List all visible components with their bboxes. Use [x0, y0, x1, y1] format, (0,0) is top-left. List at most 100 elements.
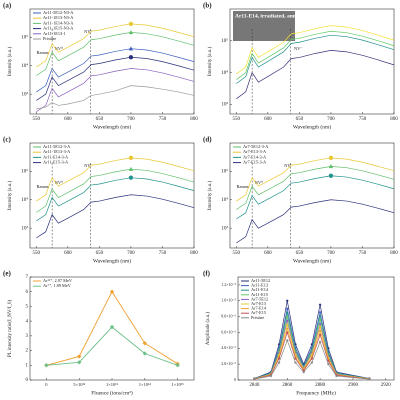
marker — [142, 341, 148, 346]
x-tick-label: 2880 — [315, 383, 326, 388]
panel-label: (a) — [3, 2, 12, 10]
marker — [294, 357, 297, 360]
x-tick-label: 800 — [190, 117, 198, 122]
legend-label: Ar11-5E12-3-A — [43, 144, 71, 149]
x-tick-label: 700 — [327, 251, 335, 256]
annotation: NV⁻ — [84, 29, 93, 34]
x-tick-label: 750 — [159, 117, 167, 122]
marker — [286, 315, 289, 318]
marker — [302, 370, 305, 374]
x-tick-label: 600 — [64, 117, 72, 122]
y-tick-label: 2.0×10⁻⁶ — [221, 361, 236, 366]
marker — [318, 325, 322, 329]
legend-label: Ar7-5E12 — [251, 296, 268, 301]
y-tick-label: 0 — [26, 378, 29, 383]
legend-label: Ar11-1E15-N3-A — [43, 26, 74, 31]
y-tick-label: 10⁴ — [221, 197, 228, 203]
x-tick-label: 1×10¹⁵ — [171, 382, 184, 387]
marker — [286, 339, 289, 342]
x-tick-label: 2840 — [249, 383, 260, 388]
marker — [335, 374, 338, 378]
series-line — [236, 30, 395, 80]
annotation: Raman — [37, 50, 50, 55]
plot-frame — [237, 276, 395, 381]
marker — [327, 363, 330, 366]
y-axis-label: Intensity (a.u.) — [8, 181, 13, 211]
marker — [286, 311, 289, 314]
x-tick-label: 600 — [264, 251, 272, 256]
marker — [310, 361, 314, 364]
x-axis-label: Fluence (ions/cm²) — [91, 389, 133, 396]
marker — [328, 173, 334, 178]
x-tick-label: 750 — [359, 117, 367, 122]
y-tick-label: 2 — [26, 349, 29, 354]
legend-label: Ar⁷⁺, 1.89 MeV — [43, 283, 72, 289]
y-tick-label: 5 — [26, 305, 29, 310]
annotation: NV⁻ — [284, 163, 293, 168]
x-tick-label: 750 — [159, 251, 167, 256]
annotation: NV⁰ — [255, 180, 263, 185]
y-tick-label: 10⁵ — [21, 169, 28, 175]
x-tick-label: 650 — [296, 117, 304, 122]
marker — [277, 357, 281, 360]
x-tick-label: 1×10¹⁴ — [139, 382, 152, 387]
annotation: Raman — [37, 184, 50, 189]
marker — [368, 378, 371, 381]
marker — [128, 30, 134, 35]
x-tick-label: 550 — [33, 117, 41, 122]
marker — [269, 374, 272, 378]
title-box — [233, 11, 295, 41]
x-tick-label: 750 — [359, 251, 367, 256]
x-tick-label: 2900 — [348, 383, 359, 388]
x-tick-label: 650 — [96, 251, 104, 256]
marker — [128, 175, 134, 180]
y-axis-label: Intensity (a.u.) — [208, 47, 213, 77]
y-tick-label: 1.0×10⁻⁵ — [221, 298, 236, 303]
series-line — [236, 34, 395, 84]
y-tick-label: 1.2×10⁻⁵ — [221, 282, 236, 287]
marker — [318, 333, 322, 336]
y-tick-label: 10³ — [22, 225, 29, 231]
chart-title: Ar11-E14, irradiated, annealed — [235, 13, 308, 19]
x-tick-label: 550 — [233, 117, 241, 122]
legend-label: Ar11-1E13-1 — [43, 31, 66, 36]
series-line — [36, 168, 195, 213]
series-line — [254, 300, 370, 379]
marker — [128, 55, 134, 60]
legend-label: Ar7-E13 — [251, 301, 266, 306]
marker — [318, 340, 322, 344]
legend-label: Ar7-5E12-3-A — [243, 144, 269, 149]
panel-label: (e) — [3, 270, 11, 278]
y-tick-label: 0 — [234, 377, 236, 382]
x-tick-label: 2920 — [381, 383, 392, 388]
marker — [286, 327, 289, 330]
x-tick-label: 700 — [127, 117, 135, 122]
marker — [109, 324, 115, 330]
series-line — [236, 50, 395, 100]
x-tick-label: 800 — [390, 117, 398, 122]
annotation: NV⁻ — [84, 163, 93, 168]
y-tick-label: 10⁵ — [21, 35, 28, 41]
series-line — [236, 199, 395, 244]
x-tick-label: 600 — [64, 251, 72, 256]
legend-label: Ar7-E15-3-A — [243, 160, 267, 165]
x-axis-label: Frequency (MHz) — [296, 389, 336, 396]
x-tick-label: 800 — [190, 251, 198, 256]
x-tick-label: 1×10¹³ — [106, 382, 119, 387]
annotation: NV⁰ — [55, 180, 63, 185]
legend-label: Ar11-1E13-N3-A — [43, 15, 74, 20]
marker — [128, 46, 134, 51]
legend-label: Ar11-1E14-N3-A — [43, 20, 74, 25]
panel-label: (c) — [3, 136, 11, 144]
y-tick-label: 10⁴ — [21, 197, 28, 203]
y-axis-label: Amplitude (a.u.) — [206, 312, 211, 346]
annotation: NV⁰ — [55, 46, 63, 51]
panel-label: (b) — [203, 2, 212, 10]
legend-label: Ar7-E14-3-A — [243, 154, 267, 159]
y-tick-label: 10⁴ — [221, 70, 228, 76]
marker — [128, 166, 134, 171]
x-tick-label: 550 — [233, 251, 241, 256]
marker — [328, 164, 334, 169]
marker — [76, 354, 82, 359]
marker — [318, 322, 322, 325]
